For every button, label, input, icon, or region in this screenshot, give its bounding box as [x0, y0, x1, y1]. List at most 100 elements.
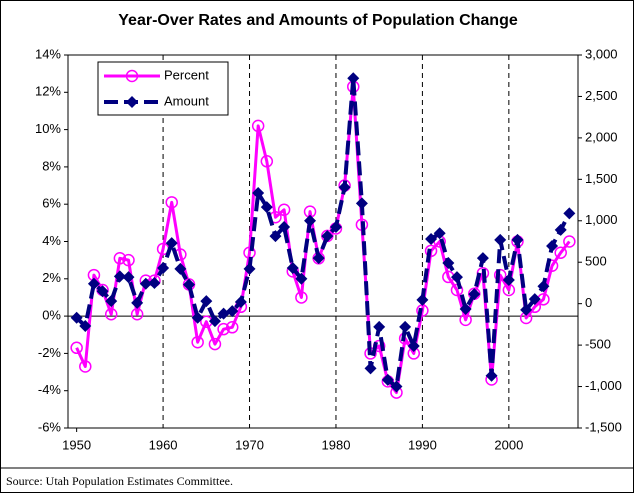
- data-point: [70, 341, 83, 355]
- x-tick-label: 2000: [494, 437, 523, 452]
- data-point: [528, 293, 541, 306]
- data-point: [286, 262, 299, 275]
- data-point: [200, 295, 213, 308]
- data-point: [226, 305, 239, 318]
- data-point: [329, 220, 342, 233]
- data-point: [355, 197, 368, 210]
- data-point: [442, 257, 455, 270]
- data-point: [260, 155, 274, 168]
- data-point: [191, 335, 204, 349]
- data-point: [468, 288, 481, 301]
- data-point: [381, 373, 394, 386]
- y2-tick-label: 0: [585, 295, 592, 310]
- y2-tick-label: 2,000: [585, 129, 618, 144]
- y2-tick-label: -1,500: [585, 419, 622, 434]
- x-tick-label: 1970: [235, 437, 264, 452]
- data-point: [252, 187, 265, 200]
- x-tick-label: 1990: [408, 437, 437, 452]
- data-point: [79, 360, 92, 373]
- data-point: [96, 285, 109, 298]
- data-point: [546, 240, 559, 253]
- data-point: [485, 369, 498, 382]
- data-point: [459, 303, 472, 316]
- data-point: [174, 262, 187, 275]
- data-point: [295, 291, 308, 304]
- data-point: [217, 322, 230, 336]
- y2-tick-label: 1,000: [585, 212, 618, 227]
- data-point: [554, 246, 567, 259]
- y-tick-label: 10%: [35, 121, 61, 136]
- data-point: [183, 278, 196, 291]
- legend-label: Percent: [164, 67, 209, 82]
- data-point: [433, 227, 446, 240]
- data-point: [165, 237, 178, 250]
- data-point: [105, 295, 118, 308]
- data-point: [494, 233, 507, 246]
- y-tick-label: 14%: [35, 46, 61, 61]
- data-point: [139, 277, 152, 290]
- data-point: [554, 223, 567, 236]
- data-point: [113, 252, 127, 265]
- x-tick-label: 1960: [149, 437, 178, 452]
- data-point: [312, 252, 325, 265]
- data-point: [390, 380, 403, 393]
- data-point: [157, 262, 170, 275]
- data-point: [165, 196, 178, 209]
- data-point: [208, 315, 221, 328]
- data-point: [208, 337, 222, 351]
- y2-tick-label: 1,500: [585, 171, 618, 186]
- data-point: [476, 252, 489, 265]
- series-line: [75, 76, 572, 389]
- data-point: [148, 276, 161, 289]
- y2-tick-label: 2,500: [585, 88, 618, 103]
- data-point: [520, 303, 533, 316]
- data-point: [407, 339, 420, 352]
- data-point: [424, 244, 438, 258]
- data-point: [131, 296, 144, 309]
- data-point: [563, 207, 576, 220]
- y-tick-label: -2%: [38, 345, 62, 360]
- data-point: [450, 271, 463, 284]
- data-point: [373, 320, 386, 333]
- data-point: [399, 320, 412, 333]
- source-note: Source: Utah Population Estimates Commit…: [6, 474, 233, 488]
- legend-box: [97, 61, 229, 116]
- data-point: [338, 181, 351, 194]
- data-point: [113, 270, 126, 283]
- data-point: [191, 311, 204, 324]
- data-point: [122, 271, 135, 284]
- chart-title: Year-Over Rates and Amounts of Populatio…: [118, 12, 518, 29]
- data-point: [502, 274, 515, 287]
- data-point: [278, 220, 291, 233]
- data-point: [511, 233, 524, 246]
- data-point: [225, 321, 239, 334]
- data-point: [321, 230, 334, 243]
- x-tick-label: 1980: [322, 437, 351, 452]
- y2-tick-label: 500: [585, 254, 607, 269]
- legend-marker: [125, 69, 139, 83]
- data-point: [251, 119, 265, 133]
- legend-label: Amount: [164, 93, 209, 108]
- data-point: [79, 320, 92, 333]
- data-point: [416, 293, 429, 306]
- y-tick-label: -6%: [38, 419, 62, 434]
- data-point: [122, 253, 135, 267]
- y-tick-label: 8%: [42, 158, 61, 173]
- data-point: [304, 214, 317, 227]
- data-point: [217, 307, 230, 320]
- data-point: [243, 262, 256, 275]
- data-point: [234, 296, 247, 309]
- data-point: [347, 72, 360, 85]
- y-tick-label: -4%: [38, 382, 62, 397]
- y-tick-label: 6%: [42, 196, 61, 211]
- data-point: [260, 201, 273, 214]
- data-point: [104, 307, 118, 321]
- y-tick-label: 2%: [42, 270, 61, 285]
- legend-marker: [126, 96, 138, 108]
- data-point: [364, 362, 377, 375]
- data-point: [425, 233, 438, 246]
- data-point: [70, 311, 83, 324]
- data-point: [269, 230, 282, 243]
- data-point: [563, 235, 576, 248]
